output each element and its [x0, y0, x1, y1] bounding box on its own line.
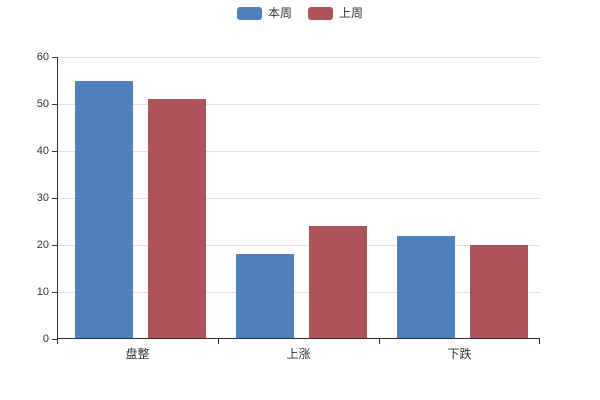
legend-swatch-icon [308, 6, 333, 20]
legend: 本周 上周 [0, 6, 600, 20]
y-axis-line [57, 57, 58, 339]
y-tick-label: 10 [36, 286, 49, 298]
legend-swatch-icon [236, 6, 262, 20]
bar-本周-0 [75, 80, 133, 339]
y-tick-mark [52, 151, 57, 152]
gridline [57, 245, 540, 246]
bar-本周-2 [397, 235, 455, 339]
x-axis-line [57, 338, 540, 339]
bar-上周-2 [470, 245, 528, 339]
bar-本周-1 [236, 254, 294, 339]
y-tick-mark [52, 198, 57, 199]
gridline [57, 292, 540, 293]
y-tick-label: 30 [36, 192, 49, 204]
x-axis-label: 盘整 [125, 347, 150, 361]
gridline [57, 151, 540, 152]
bar-上周-1 [309, 226, 367, 339]
y-tick-label: 60 [36, 51, 49, 63]
y-tick-mark [52, 57, 57, 58]
x-tick-mark [57, 339, 58, 344]
y-tick-label: 20 [36, 239, 49, 251]
legend-label: 本周 [267, 6, 292, 20]
x-tick-mark [539, 339, 540, 344]
x-axis-label: 下跌 [447, 347, 472, 361]
legend-label: 上周 [339, 6, 364, 20]
bar-上周-0 [148, 99, 206, 339]
plot-area: 0 10 20 30 40 50 60 盘整 上涨 下跌 [37, 51, 540, 361]
legend-item-0[interactable]: 本周 [236, 6, 292, 20]
y-tick-mark [52, 292, 57, 293]
y-tick-mark [52, 245, 57, 246]
legend-item-1[interactable]: 上周 [308, 6, 363, 20]
y-tick-mark [52, 104, 57, 105]
y-tick-label: 0 [42, 333, 49, 345]
x-axis-label: 上涨 [286, 347, 311, 361]
x-tick-mark [218, 339, 219, 344]
y-tick-mark [52, 339, 57, 340]
x-tick-mark [379, 339, 380, 344]
gridline [57, 198, 540, 199]
gridline [57, 57, 540, 58]
gridline [57, 104, 540, 105]
y-tick-label: 40 [36, 145, 49, 157]
y-tick-label: 50 [36, 98, 49, 110]
